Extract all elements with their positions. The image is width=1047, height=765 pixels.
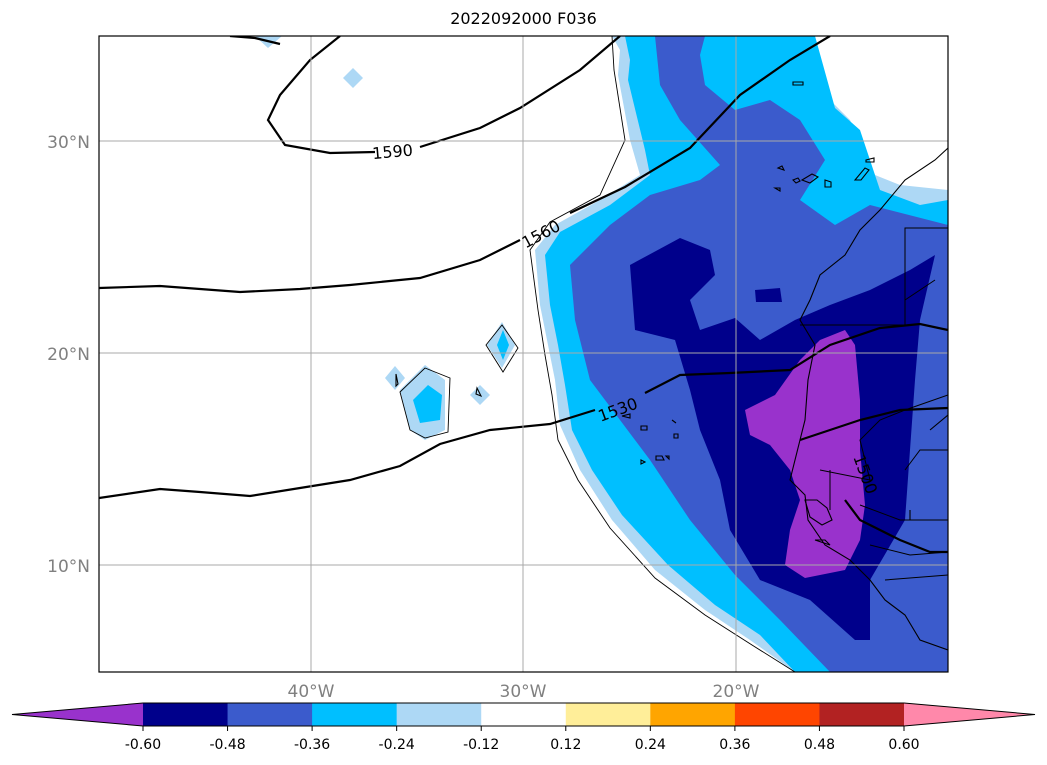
colorbar-bin bbox=[565, 703, 651, 726]
lat-label-10n: 10°N bbox=[47, 557, 90, 577]
anomaly-fill-purple bbox=[745, 330, 865, 578]
colorbar-bin bbox=[650, 703, 736, 726]
colorbar-bin bbox=[227, 703, 313, 726]
colorbar-tick-label: 0.24 bbox=[635, 737, 666, 753]
cape-verde-islands bbox=[621, 413, 679, 465]
colorbar-bin bbox=[734, 703, 820, 726]
colorbar-bin bbox=[143, 703, 229, 726]
colorbar-bin bbox=[481, 703, 567, 726]
colorbar-tick-label: 0.60 bbox=[888, 737, 919, 753]
colorbar-tick-label: -0.36 bbox=[294, 737, 330, 753]
colorbar-tick-label: -0.60 bbox=[125, 737, 161, 753]
height-contours bbox=[99, 36, 948, 554]
contour-1590 bbox=[229, 36, 621, 155]
coast-detail bbox=[804, 414, 948, 546]
anomaly-outline bbox=[529, 36, 796, 672]
colorbar-bin bbox=[819, 703, 905, 726]
canary-islands bbox=[773, 157, 875, 192]
madeira bbox=[792, 81, 804, 86]
colorbar-tick-label: -0.24 bbox=[379, 737, 415, 753]
colorbar-tick-label: 0.48 bbox=[804, 737, 835, 753]
contour-1500 bbox=[799, 406, 948, 554]
colorbar-tick-label: -0.48 bbox=[209, 737, 245, 753]
colorbar-tick-label: -0.12 bbox=[463, 737, 499, 753]
anomaly-outline-3 bbox=[485, 324, 519, 373]
anomaly-fill-navy-patch bbox=[755, 288, 782, 302]
small-islands-west bbox=[395, 373, 483, 398]
lon-label-40w: 40°W bbox=[288, 682, 335, 702]
contour-1560 bbox=[99, 36, 831, 294]
contour-1530 bbox=[99, 322, 948, 500]
gridlines bbox=[99, 36, 948, 672]
colorbar-bin bbox=[312, 703, 398, 726]
colorbar-tick-label: 0.12 bbox=[550, 737, 581, 753]
map-frame bbox=[98, 35, 949, 673]
country-borders bbox=[800, 227, 948, 581]
africa-coastline bbox=[789, 147, 948, 651]
colorbar-extend-min bbox=[12, 703, 143, 726]
map-area: 1590 1560 1530 1500 bbox=[99, 36, 948, 672]
contour-label-1590: 1590 bbox=[371, 141, 413, 163]
colorbar-extend-max bbox=[904, 703, 1035, 726]
lat-label-30n: 30°N bbox=[47, 133, 90, 153]
colorbar-tick-label: 0.36 bbox=[719, 737, 750, 753]
lon-label-20w: 20°W bbox=[713, 682, 760, 702]
anomaly-blob-4 bbox=[385, 366, 405, 390]
colorbar: -0.60 -0.48 -0.36 -0.24 -0.12 0.12 0.24 0.36 0.4… bbox=[11, 702, 1036, 753]
map-title: 2022092000 F036 bbox=[450, 9, 597, 28]
lon-label-30w: 30°W bbox=[500, 682, 547, 702]
colorbar-bin bbox=[396, 703, 482, 726]
anomaly-blob-1-inner bbox=[413, 385, 442, 423]
anomaly-blob-5 bbox=[343, 68, 363, 88]
lat-label-20n: 20°N bbox=[47, 345, 90, 365]
anomaly-outline-2 bbox=[399, 367, 451, 439]
